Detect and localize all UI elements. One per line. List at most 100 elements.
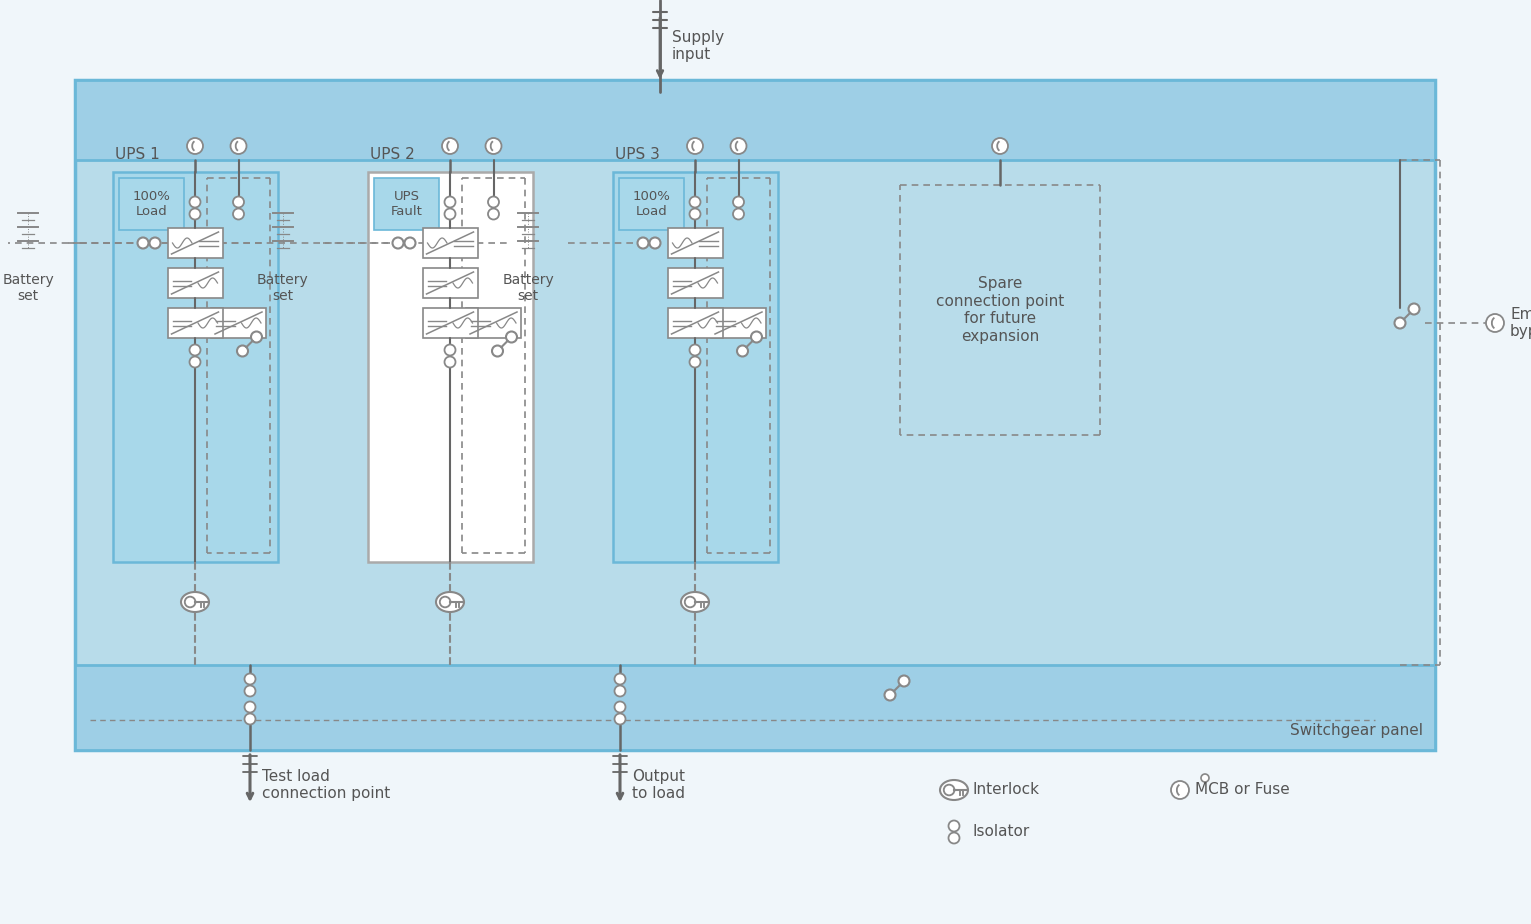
- Text: Isolator: Isolator: [972, 824, 1029, 840]
- Circle shape: [190, 197, 201, 208]
- Bar: [668, 228, 723, 258]
- Bar: [75, 80, 1435, 750]
- Circle shape: [190, 357, 201, 368]
- Circle shape: [237, 346, 248, 357]
- Circle shape: [444, 357, 456, 368]
- Circle shape: [752, 332, 762, 343]
- Circle shape: [231, 138, 246, 154]
- Ellipse shape: [681, 592, 709, 612]
- Circle shape: [736, 346, 749, 357]
- Circle shape: [730, 138, 747, 154]
- Circle shape: [649, 237, 660, 249]
- Circle shape: [404, 237, 415, 249]
- Text: Spare
connection point
for future
expansion: Spare connection point for future expans…: [935, 276, 1064, 344]
- Circle shape: [614, 686, 626, 697]
- Bar: [75, 665, 1435, 750]
- Bar: [668, 268, 723, 298]
- Bar: [619, 178, 684, 230]
- Bar: [211, 308, 266, 338]
- Bar: [668, 308, 723, 338]
- Circle shape: [439, 597, 450, 607]
- Text: MCB or Fuse: MCB or Fuse: [1196, 783, 1289, 797]
- Text: Emergency
bypass: Emergency bypass: [1510, 307, 1531, 339]
- Text: Output
to load: Output to load: [632, 769, 684, 801]
- Circle shape: [614, 713, 626, 724]
- Circle shape: [233, 197, 243, 208]
- Bar: [423, 268, 478, 298]
- Circle shape: [1395, 318, 1405, 329]
- Circle shape: [637, 237, 649, 249]
- Ellipse shape: [436, 592, 464, 612]
- Circle shape: [733, 197, 744, 208]
- Circle shape: [245, 686, 256, 697]
- Circle shape: [190, 345, 201, 356]
- Bar: [423, 228, 478, 258]
- Bar: [119, 178, 184, 230]
- Circle shape: [949, 833, 960, 844]
- Circle shape: [488, 209, 499, 220]
- Circle shape: [442, 138, 458, 154]
- Circle shape: [949, 821, 960, 832]
- Circle shape: [150, 237, 161, 249]
- Bar: [167, 308, 222, 338]
- Circle shape: [485, 138, 502, 154]
- Bar: [374, 178, 439, 230]
- Circle shape: [491, 346, 504, 357]
- Circle shape: [185, 597, 196, 607]
- Bar: [367, 172, 533, 562]
- Circle shape: [392, 237, 404, 249]
- Ellipse shape: [940, 780, 968, 800]
- Circle shape: [444, 197, 456, 208]
- Bar: [710, 308, 766, 338]
- Circle shape: [614, 701, 626, 712]
- Circle shape: [689, 197, 701, 208]
- Circle shape: [689, 345, 701, 356]
- Circle shape: [943, 784, 954, 796]
- Text: UPS
Fault: UPS Fault: [390, 190, 423, 218]
- Circle shape: [507, 332, 517, 343]
- Bar: [75, 80, 1435, 160]
- Circle shape: [444, 209, 456, 220]
- Text: Battery
set: Battery set: [2, 273, 54, 303]
- Text: UPS 3: UPS 3: [615, 147, 660, 162]
- Text: UPS 2: UPS 2: [371, 147, 415, 162]
- Text: Interlock: Interlock: [972, 783, 1040, 797]
- Bar: [465, 308, 521, 338]
- Circle shape: [684, 597, 695, 607]
- Circle shape: [687, 138, 703, 154]
- Circle shape: [488, 197, 499, 208]
- Circle shape: [245, 701, 256, 712]
- Circle shape: [251, 332, 262, 343]
- Bar: [167, 228, 222, 258]
- Circle shape: [190, 209, 201, 220]
- Circle shape: [689, 209, 701, 220]
- Text: Battery
set: Battery set: [502, 273, 554, 303]
- Bar: [612, 172, 778, 562]
- Circle shape: [138, 237, 149, 249]
- Circle shape: [614, 674, 626, 685]
- Bar: [423, 308, 478, 338]
- Circle shape: [245, 674, 256, 685]
- Bar: [167, 268, 222, 298]
- Text: 100%
Load: 100% Load: [632, 190, 671, 218]
- Circle shape: [245, 713, 256, 724]
- Text: UPS 1: UPS 1: [115, 147, 159, 162]
- Circle shape: [1200, 774, 1209, 782]
- Circle shape: [733, 209, 744, 220]
- Circle shape: [689, 357, 701, 368]
- Text: Supply
input: Supply input: [672, 30, 724, 63]
- Circle shape: [992, 138, 1007, 154]
- Text: Battery
set: Battery set: [257, 273, 309, 303]
- Circle shape: [1171, 781, 1190, 799]
- Circle shape: [233, 209, 243, 220]
- Text: Switchgear panel: Switchgear panel: [1291, 723, 1422, 738]
- Text: 100%
Load: 100% Load: [133, 190, 170, 218]
- Circle shape: [444, 345, 456, 356]
- Circle shape: [1409, 303, 1419, 314]
- Circle shape: [1487, 314, 1503, 332]
- Ellipse shape: [181, 592, 210, 612]
- Circle shape: [899, 675, 909, 687]
- Bar: [113, 172, 279, 562]
- Circle shape: [885, 689, 896, 700]
- Text: Test load
connection point: Test load connection point: [262, 769, 390, 801]
